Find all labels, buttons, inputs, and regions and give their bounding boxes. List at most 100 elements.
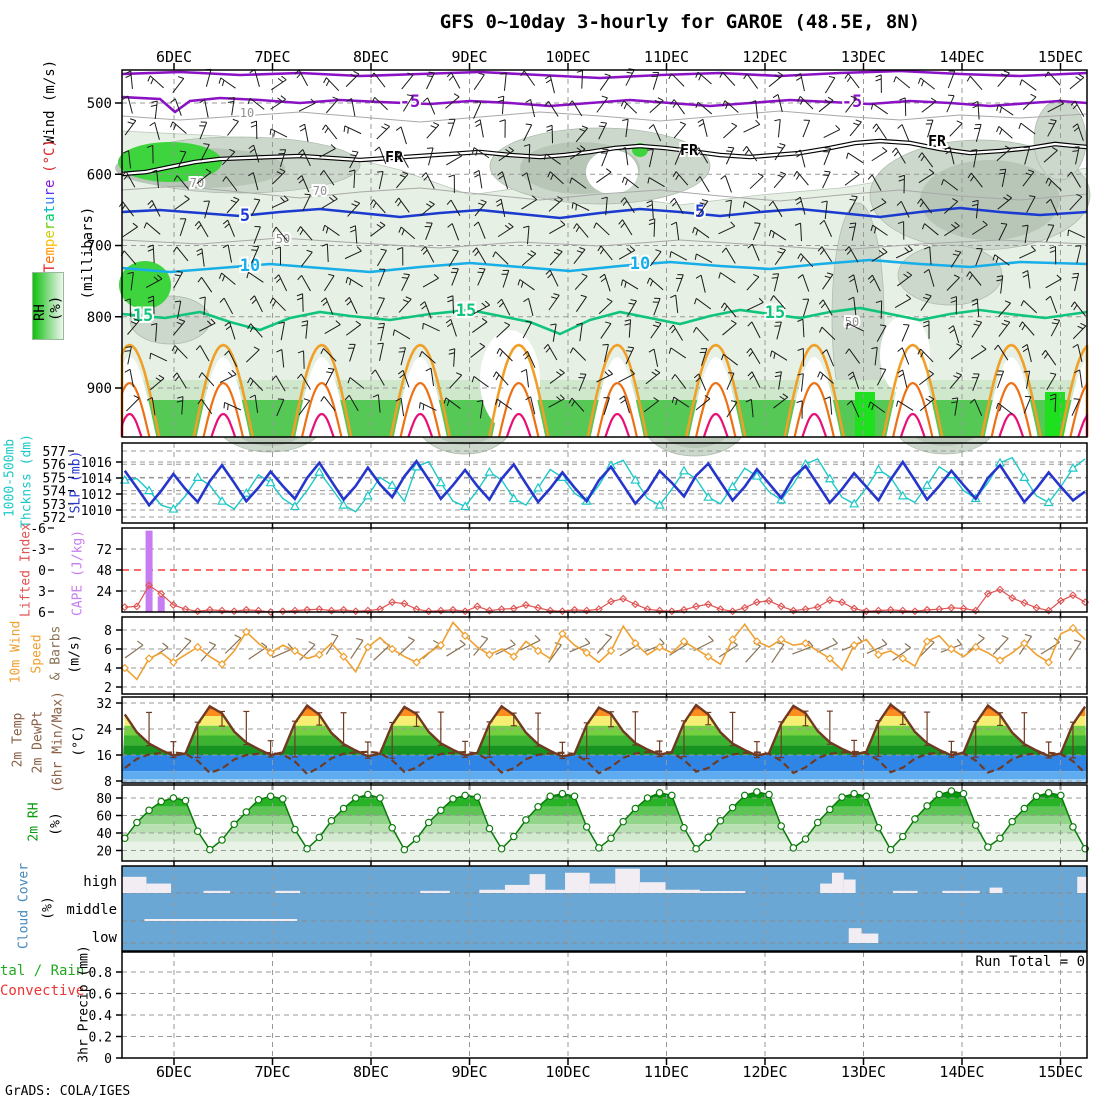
- wind10m-units: (m/s): [67, 634, 83, 674]
- svg-text:14DEC: 14DEC: [939, 48, 984, 66]
- svg-text:800: 800: [87, 310, 112, 326]
- svg-text:FR: FR: [385, 148, 404, 166]
- svg-text:2: 2: [104, 681, 112, 696]
- svg-text:FR: FR: [680, 141, 699, 159]
- svg-text:5: 5: [695, 202, 705, 222]
- cloud-units: (%): [40, 896, 56, 920]
- svg-text:80: 80: [96, 792, 112, 807]
- temperature-letter: e: [42, 230, 58, 239]
- svg-text:8DEC: 8DEC: [353, 48, 389, 66]
- svg-text:8: 8: [104, 775, 112, 790]
- svg-text:15DEC: 15DEC: [1038, 48, 1083, 66]
- temperature-letter: p: [42, 238, 58, 248]
- svg-text:15: 15: [456, 301, 476, 321]
- svg-text:FR: FR: [928, 132, 947, 150]
- svg-text:4: 4: [104, 662, 112, 677]
- precip-axis-title: 3hr Precip (mm): [76, 945, 92, 1063]
- svg-text:50: 50: [276, 232, 290, 246]
- run-total-text: Run Total = 0: [975, 954, 1085, 970]
- temperature-letter: m: [42, 247, 58, 256]
- svg-text:70: 70: [313, 184, 327, 198]
- svg-text:high: high: [83, 874, 117, 890]
- svg-text:500: 500: [87, 96, 112, 112]
- page-title: GFS 0~10day 3-hourly for GAROE (48.5E, 8…: [439, 11, 921, 33]
- svg-text:24: 24: [96, 723, 112, 738]
- svg-text:600: 600: [87, 167, 112, 183]
- svg-text:low: low: [92, 930, 118, 946]
- precip-total-rain-label: tal / Rain: [0, 963, 85, 979]
- svg-text:14DEC: 14DEC: [939, 1063, 984, 1081]
- temperature-letter: r: [42, 188, 58, 197]
- svg-text:574: 574: [43, 485, 67, 500]
- svg-text:6DEC: 6DEC: [156, 48, 192, 66]
- svg-text:16: 16: [96, 749, 112, 764]
- svg-text:9DEC: 9DEC: [451, 48, 487, 66]
- svg-text:1012: 1012: [81, 488, 112, 503]
- svg-text:6: 6: [104, 643, 112, 658]
- svg-text:577: 577: [43, 445, 66, 460]
- svg-text:0: 0: [38, 564, 46, 579]
- svg-text:0: 0: [104, 1052, 112, 1067]
- svg-text:575: 575: [43, 471, 66, 486]
- thickness-subtitle: Thcknss (dm): [19, 434, 35, 528]
- upper-temperature-axis-label: Temperature: [42, 180, 58, 273]
- temp2m-panel: 32 24 16 8: [96, 696, 1088, 790]
- precip-convective-label: Convective: [0, 983, 85, 999]
- svg-text:6DEC: 6DEC: [156, 1063, 192, 1081]
- rh2m-panel: 80 60 40 20: [96, 784, 1089, 868]
- temperature-letter: t: [42, 204, 58, 214]
- svg-text:700: 700: [87, 239, 112, 255]
- svg-text:1014: 1014: [81, 472, 112, 487]
- svg-text:60: 60: [96, 810, 112, 825]
- wind10m-title-1: 10m Wind: [8, 620, 24, 684]
- svg-text:13DEC: 13DEC: [841, 1063, 886, 1081]
- svg-text:0.4: 0.4: [89, 1009, 113, 1024]
- temperature-letter: e: [42, 179, 58, 189]
- svg-text:10DEC: 10DEC: [545, 1063, 590, 1081]
- svg-text:24: 24: [96, 585, 112, 600]
- thickness-title: 1000-500mb: [2, 438, 18, 518]
- svg-text:0.2: 0.2: [89, 1031, 112, 1046]
- svg-text:573: 573: [43, 498, 66, 513]
- rh2m-units: (%): [48, 812, 64, 836]
- temp2m-units: (°C): [71, 725, 87, 757]
- svg-text:15: 15: [133, 306, 153, 326]
- svg-text:10DEC: 10DEC: [545, 48, 590, 66]
- svg-text:8DEC: 8DEC: [353, 1063, 389, 1081]
- temp2m-title-2: 2m DewPt: [30, 710, 46, 774]
- svg-text:8: 8: [104, 624, 112, 639]
- wind10m-panel: 8 6 4 2: [104, 616, 1088, 701]
- cape-li-panel: -6 -3 0 3 6 72 48 24: [30, 522, 1090, 621]
- svg-text:10: 10: [630, 254, 650, 274]
- svg-text:40: 40: [96, 827, 112, 842]
- svg-text:13DEC: 13DEC: [841, 48, 886, 66]
- upper-degc-axis-label: (°C): [42, 139, 58, 173]
- svg-text:1016: 1016: [81, 456, 112, 471]
- svg-text:900: 900: [87, 381, 112, 397]
- svg-text:0.6: 0.6: [89, 988, 112, 1003]
- svg-text:-6: -6: [30, 522, 46, 537]
- temp2m-title-1: 2m Temp: [10, 712, 26, 768]
- upper-wind-axis-label: Wind (m/s): [42, 59, 58, 145]
- rh2m-title: 2m RH: [26, 802, 42, 842]
- temperature-letter: a: [42, 213, 58, 222]
- wind10m-title-3: & Barbs: [48, 625, 64, 681]
- temperature-letter: r: [42, 221, 58, 231]
- temperature-letter: u: [42, 196, 58, 205]
- lifted-index-title: Lifted Index: [18, 523, 34, 617]
- svg-text:12DEC: 12DEC: [742, 48, 787, 66]
- svg-text:-5: -5: [842, 92, 862, 112]
- svg-text:12DEC: 12DEC: [742, 1063, 787, 1081]
- svg-text:15: 15: [765, 303, 785, 323]
- wind10m-title-2: Speed: [29, 634, 45, 674]
- cape-title: CAPE (J/kg): [70, 529, 86, 617]
- cloud-title: Cloud Cover: [16, 862, 32, 950]
- svg-text:572: 572: [43, 511, 66, 526]
- svg-text:1010: 1010: [81, 504, 112, 519]
- svg-text:11DEC: 11DEC: [644, 48, 689, 66]
- svg-text:11DEC: 11DEC: [644, 1063, 689, 1081]
- svg-text:-5: -5: [400, 92, 420, 112]
